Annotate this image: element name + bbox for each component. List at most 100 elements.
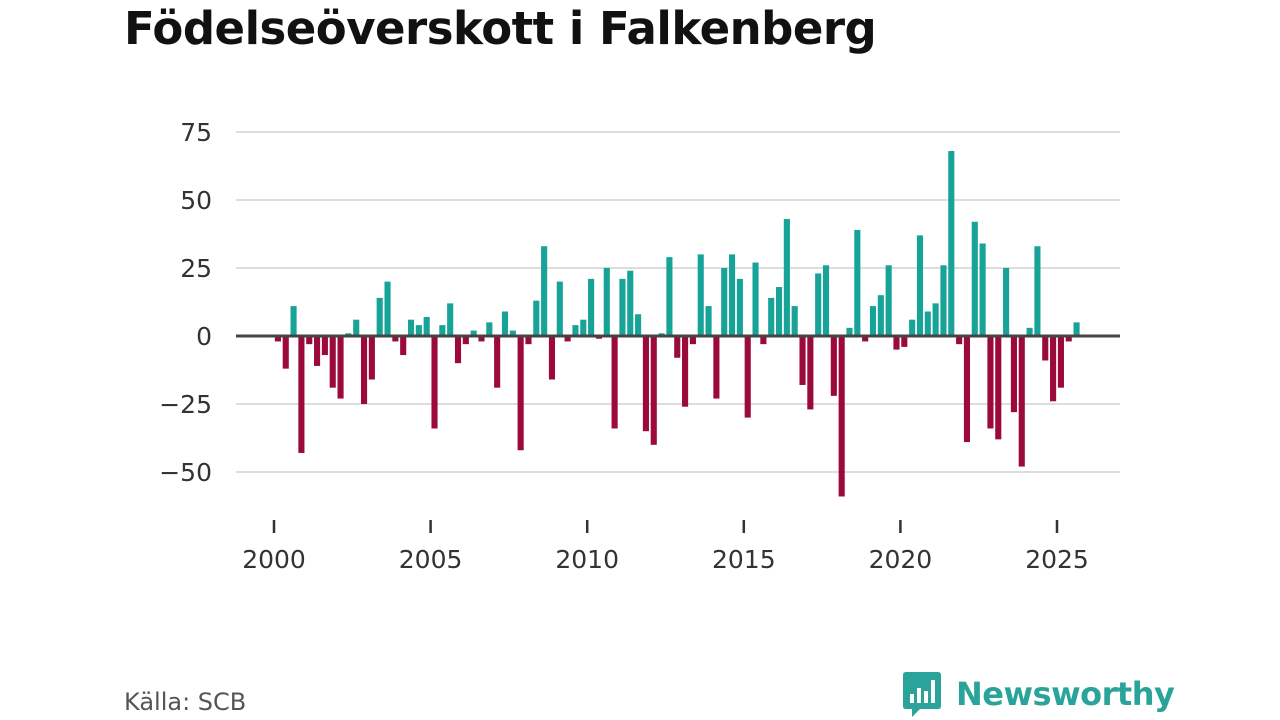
bar [768,297,775,336]
bar [400,336,407,356]
bar [556,281,563,336]
bar [697,254,704,336]
y-tick-label: 75 [180,118,212,147]
bar [948,151,955,336]
bar [775,287,783,336]
bar [525,336,532,345]
x-tick-label: 2000 [242,545,306,574]
bar [1073,322,1080,336]
bar [932,303,939,336]
bar [548,336,556,380]
bar [494,336,501,388]
bar [376,297,383,336]
bar [791,306,798,336]
bar [454,336,462,364]
bar [971,221,978,336]
bar [392,336,399,342]
bar [752,262,759,336]
bar [360,336,368,404]
bar [533,300,540,336]
bar [627,270,634,336]
bar [619,278,626,336]
bar [337,336,344,399]
bar [893,336,900,350]
bar [439,325,446,336]
bar [541,246,548,336]
bar [689,336,696,345]
bar [478,336,485,342]
bar [580,319,587,336]
bar [501,311,509,336]
y-axis-labels: 75 50 25 0 −25 −50 [159,118,212,487]
bar [822,265,830,336]
bar [650,336,657,445]
bar [564,336,571,342]
x-tick-label: 2025 [1025,545,1089,574]
y-tick-label: −50 [159,458,212,487]
bar [963,336,971,443]
bar [901,336,908,347]
bar [1003,268,1010,336]
bar [846,327,853,336]
y-tick-label: −25 [159,390,212,419]
bar [470,330,477,336]
bar [635,314,642,336]
bar [431,336,438,429]
bar [1042,336,1049,361]
bar [909,319,916,336]
bar [854,229,861,336]
bar [877,295,884,336]
bar [298,336,305,453]
x-tick-label: 2010 [555,545,619,574]
bar [979,243,986,336]
bar [384,281,391,336]
bar [486,322,493,336]
bar [729,254,736,336]
bar [760,336,767,345]
bar [995,336,1002,440]
bar [885,265,892,336]
bar [462,336,469,345]
bar [705,306,712,336]
bar [509,330,516,336]
y-tick-label: 0 [196,322,212,351]
bar [1026,327,1033,336]
x-tick-label: 2005 [399,545,463,574]
bar [916,235,924,336]
bar [666,257,673,336]
bar [1018,336,1025,467]
bar [862,336,869,342]
bar [956,336,963,345]
bar [290,306,297,336]
bar [447,303,454,336]
bar [368,336,375,380]
chart-title: Födelseöverskott i Falkenberg [124,2,877,55]
bar [721,268,728,336]
bar [314,336,321,366]
bar [1010,336,1017,413]
bar [282,336,289,369]
bar [274,336,281,342]
bar [807,336,814,410]
bar [940,265,947,336]
bar [642,336,649,432]
bar [830,336,837,396]
bar [353,319,360,336]
bar [682,336,689,407]
bar [713,336,720,399]
bar-series [274,151,1080,497]
bar [329,336,336,388]
bar [799,336,806,385]
bar [924,311,931,336]
bar [1034,246,1041,336]
bar [517,336,524,451]
bar [415,325,422,336]
bar [1065,336,1072,342]
bar [407,319,415,336]
bar [736,278,743,336]
bar [744,336,751,418]
bar [674,336,681,358]
bar [1050,336,1057,402]
bar [588,278,595,336]
bar [572,325,579,336]
